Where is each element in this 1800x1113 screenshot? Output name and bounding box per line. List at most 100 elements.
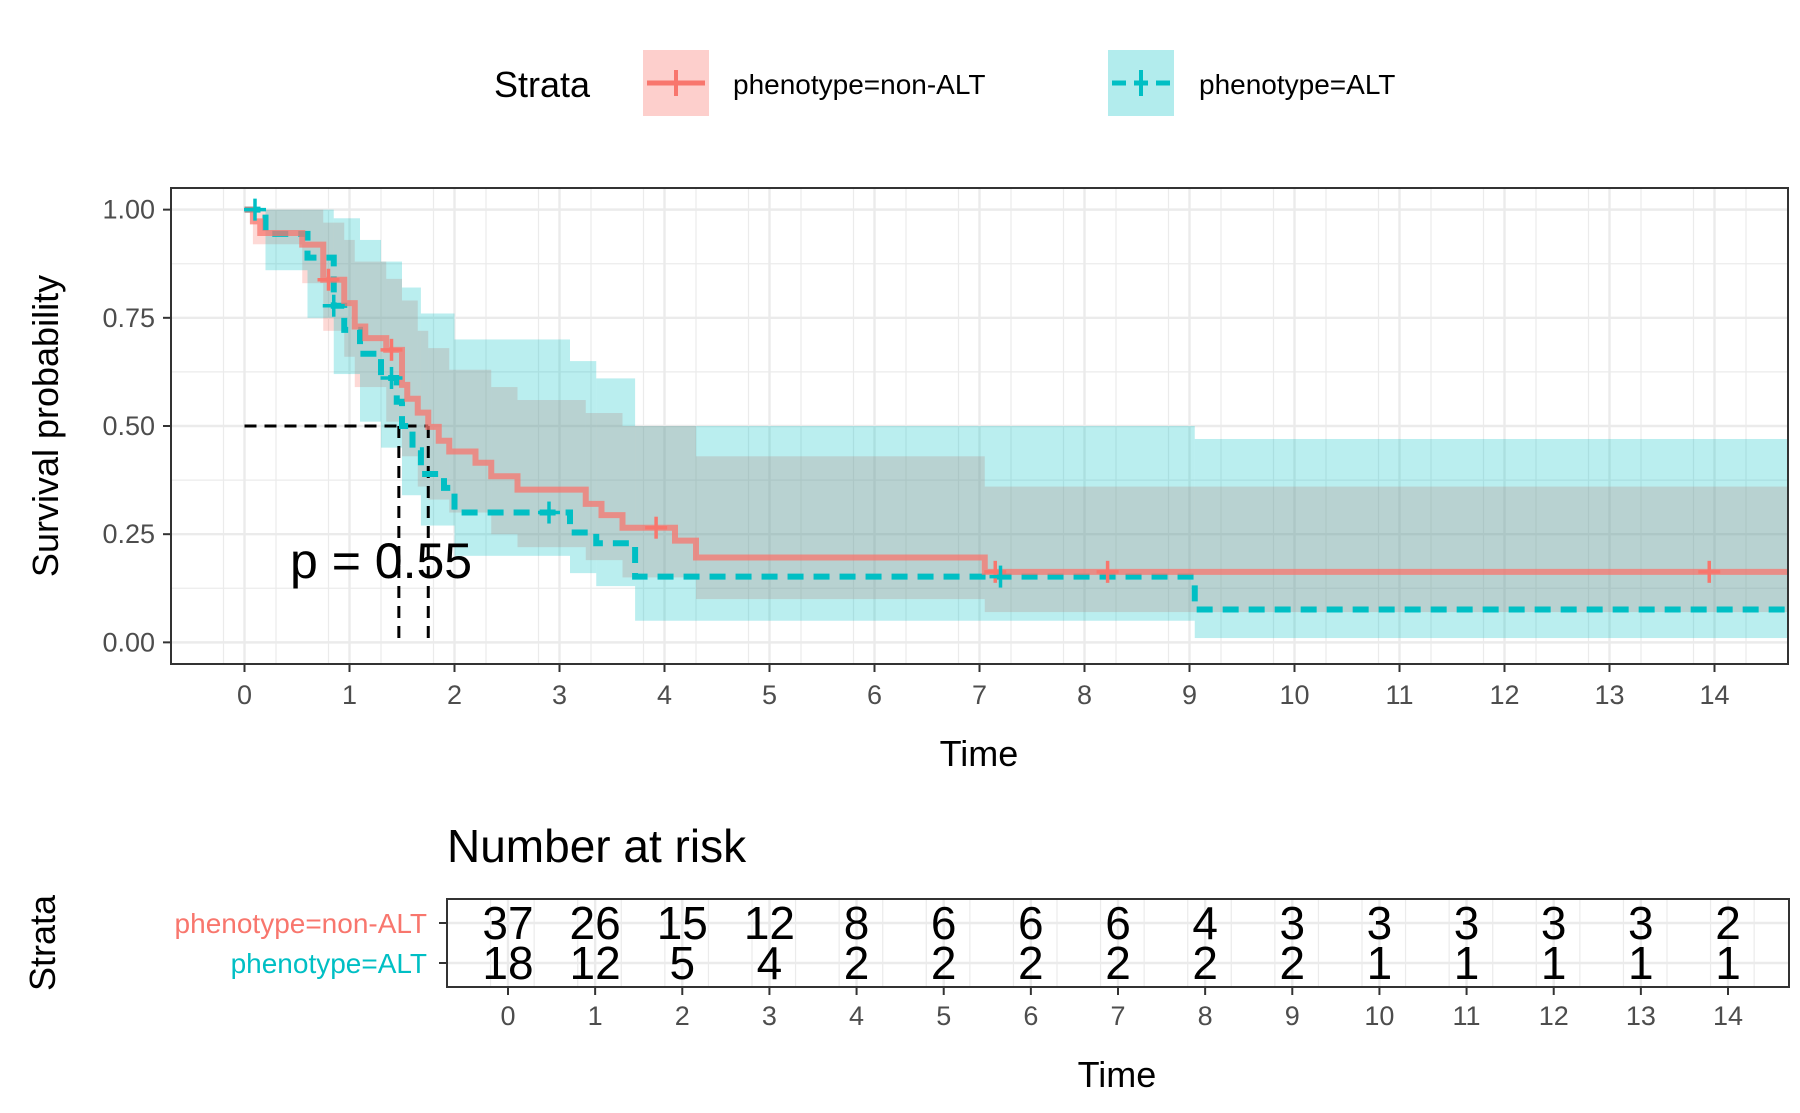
risk-value-non-alt: 3 bbox=[1279, 897, 1305, 949]
legend-key-alt bbox=[1108, 50, 1174, 116]
risk-value-alt: 1 bbox=[1628, 937, 1654, 989]
ci-band-non-alt bbox=[344, 239, 355, 357]
x-tick-label: 5 bbox=[762, 680, 777, 710]
risk-value-non-alt: 37 bbox=[482, 897, 533, 949]
risk-value-non-alt: 15 bbox=[657, 897, 708, 949]
y-tick-label: 0.75 bbox=[102, 303, 155, 333]
y-tick-label: 0.25 bbox=[102, 519, 155, 549]
risk-x-tick-label: 14 bbox=[1713, 1001, 1743, 1031]
risk-value-alt: 2 bbox=[931, 937, 957, 989]
survival-y-axis: 0.00 0.25 0.50 0.75 1.00 bbox=[102, 195, 171, 657]
risk-value-alt: 2 bbox=[1018, 937, 1044, 989]
risk-x-tick-label: 3 bbox=[762, 1001, 777, 1031]
ci-band-non-alt bbox=[449, 369, 492, 513]
risk-x-tick-label: 2 bbox=[675, 1001, 690, 1031]
ci-band-non-alt bbox=[402, 300, 418, 457]
risk-table-x-axis-title: Time bbox=[1078, 1054, 1157, 1095]
x-tick-label: 8 bbox=[1077, 680, 1092, 710]
risk-value-alt: 2 bbox=[844, 937, 870, 989]
x-tick-label: 0 bbox=[237, 680, 252, 710]
ci-band-alt bbox=[570, 361, 597, 574]
ci-band-non-alt bbox=[984, 486, 1788, 613]
legend-title: Strata bbox=[494, 64, 591, 105]
risk-strata-label-non-alt: phenotype=non-ALT bbox=[175, 908, 427, 939]
ci-band-alt bbox=[360, 239, 381, 422]
risk-x-tick-label: 5 bbox=[936, 1001, 951, 1031]
y-tick-label: 0.00 bbox=[102, 627, 155, 657]
ci-band-non-alt bbox=[585, 413, 623, 561]
legend: Strata phenotype=non-ALT phenotype=ALT bbox=[494, 50, 1395, 116]
risk-x-tick-label: 4 bbox=[849, 1001, 864, 1031]
x-tick-label: 14 bbox=[1699, 680, 1729, 710]
risk-value-alt: 18 bbox=[482, 937, 533, 989]
x-tick-label: 4 bbox=[657, 680, 672, 710]
risk-value-alt: 5 bbox=[669, 937, 695, 989]
risk-table-grid bbox=[446, 899, 1789, 987]
x-tick-label: 11 bbox=[1385, 680, 1413, 710]
p-value-annotation: p = 0.55 bbox=[290, 533, 472, 589]
x-tick-label: 7 bbox=[972, 680, 987, 710]
ci-band-alt bbox=[454, 339, 570, 556]
risk-x-tick-label: 6 bbox=[1023, 1001, 1038, 1031]
ci-band-alt bbox=[596, 378, 636, 587]
x-tick-label: 13 bbox=[1594, 680, 1624, 710]
risk-value-non-alt: 3 bbox=[1367, 897, 1393, 949]
survival-plot: 0 1 2 3 4 5 6 7 8 9 10 11 12 13 14 0.000.250.500.751.0… bbox=[25, 187, 1789, 774]
ci-band-alt bbox=[635, 426, 1195, 621]
risk-table-values: 37 26 15 12 8 6 6 6 4 3 3 3 3 3 218 12 5 4 2 2 2 2 2 2 1 1 1 1 1 bbox=[482, 897, 1740, 989]
risk-value-non-alt: 6 bbox=[1018, 897, 1044, 949]
survival-curves bbox=[244, 206, 1788, 613]
risk-value-alt: 2 bbox=[1192, 937, 1218, 989]
risk-value-non-alt: 6 bbox=[1105, 897, 1131, 949]
risk-value-alt: 1 bbox=[1454, 937, 1480, 989]
risk-table-x-axis: 0 1 2 3 4 5 6 7 8 9 10 11 12 13 14 bbox=[500, 987, 1743, 1031]
risk-value-non-alt: 3 bbox=[1454, 897, 1480, 949]
median-survival-lines bbox=[244, 424, 430, 643]
risk-value-non-alt: 8 bbox=[844, 897, 870, 949]
risk-strata-label-alt: phenotype=ALT bbox=[231, 948, 427, 979]
risk-value-alt: 12 bbox=[570, 937, 621, 989]
risk-value-alt: 2 bbox=[1279, 937, 1305, 989]
risk-x-tick-label: 7 bbox=[1110, 1001, 1125, 1031]
x-tick-label: 1 bbox=[342, 680, 357, 710]
risk-table-y-axis: phenotype=non-ALT phenotype=ALT bbox=[175, 908, 447, 979]
risk-value-alt: 1 bbox=[1715, 937, 1741, 989]
x-tick-label: 6 bbox=[867, 680, 882, 710]
risk-value-non-alt: 12 bbox=[744, 897, 795, 949]
risk-x-tick-label: 1 bbox=[588, 1001, 603, 1031]
y-tick-label: 1.00 bbox=[102, 195, 155, 225]
legend-label-non-alt: phenotype=non-ALT bbox=[733, 69, 985, 100]
risk-x-tick-label: 11 bbox=[1453, 1001, 1481, 1031]
ci-band-non-alt bbox=[417, 330, 429, 487]
risk-x-tick-label: 12 bbox=[1539, 1001, 1569, 1031]
ci-band-non-alt bbox=[517, 400, 586, 548]
x-tick-label: 10 bbox=[1279, 680, 1309, 710]
risk-x-tick-label: 8 bbox=[1198, 1001, 1213, 1031]
censor-marks bbox=[244, 198, 1721, 588]
x-tick-label: 2 bbox=[447, 680, 462, 710]
risk-x-tick-label: 10 bbox=[1364, 1001, 1394, 1031]
x-tick-label: 12 bbox=[1489, 680, 1519, 710]
legend-label-alt: phenotype=ALT bbox=[1199, 69, 1395, 100]
legend-key-non-alt bbox=[643, 50, 709, 116]
risk-value-alt: 1 bbox=[1541, 937, 1567, 989]
risk-value-non-alt: 6 bbox=[931, 897, 957, 949]
survival-y-axis-title: Survival probability bbox=[25, 275, 66, 577]
ci-band-alt bbox=[1194, 438, 1788, 639]
risk-table-title: Number at risk bbox=[447, 820, 747, 872]
survival-curve-non-alt bbox=[244, 206, 1788, 575]
risk-table-y-axis-title: Strata bbox=[22, 894, 63, 991]
risk-value-non-alt: 3 bbox=[1628, 897, 1654, 949]
risk-value-alt: 4 bbox=[757, 937, 783, 989]
risk-value-non-alt: 2 bbox=[1715, 897, 1741, 949]
risk-table: Number at risk 37 26 15 12 8 6 6 6 4 3 3 3 3 3 218 12 5 4… bbox=[22, 820, 1790, 1095]
x-tick-label: 3 bbox=[552, 680, 567, 710]
ci-band-non-alt bbox=[428, 348, 450, 500]
risk-value-non-alt: 26 bbox=[570, 897, 621, 949]
risk-value-alt: 1 bbox=[1367, 937, 1393, 989]
risk-value-alt: 2 bbox=[1105, 937, 1131, 989]
y-tick-label: 0.50 bbox=[102, 411, 155, 441]
risk-x-tick-label: 13 bbox=[1626, 1001, 1656, 1031]
risk-x-tick-label: 0 bbox=[500, 1001, 515, 1031]
